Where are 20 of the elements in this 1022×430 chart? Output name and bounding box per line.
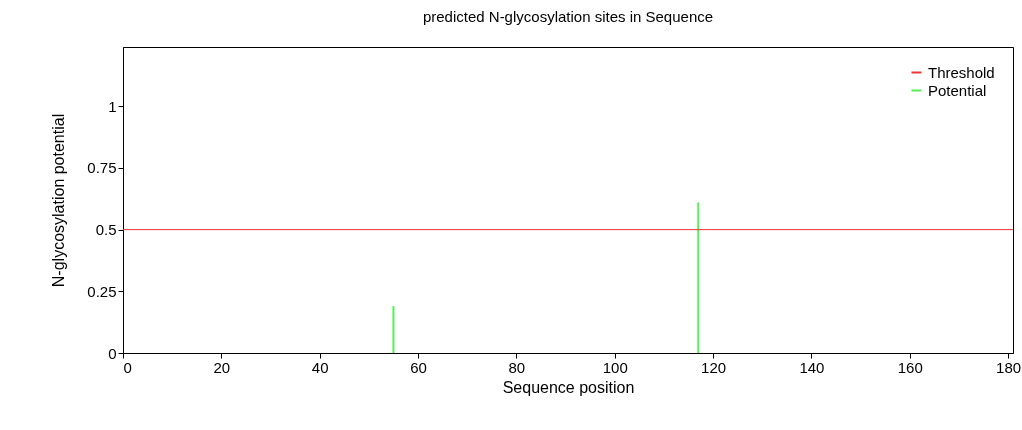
y-tick-label: 0.75 bbox=[87, 159, 117, 177]
x-tick-label: 120 bbox=[701, 358, 727, 376]
x-tick-label: 180 bbox=[996, 358, 1022, 376]
x-tick-label: 160 bbox=[897, 358, 923, 376]
x-tick-label: 140 bbox=[799, 358, 825, 376]
x-tick-label: 20 bbox=[213, 358, 231, 376]
x-axis-title: Sequence position bbox=[502, 378, 635, 396]
chart-title: predicted N-glycosylation sites in Sequence bbox=[422, 8, 714, 25]
y-tick-label: 0.25 bbox=[87, 282, 117, 300]
x-tick-label: 80 bbox=[508, 358, 526, 376]
y-tick-label: 0.5 bbox=[95, 221, 117, 239]
x-tick-label: 0 bbox=[123, 358, 132, 376]
y-axis-title: N-glycosylation potential bbox=[50, 113, 68, 288]
legend-label: Potential bbox=[928, 81, 987, 99]
y-tick-label: 0 bbox=[108, 344, 117, 362]
y-tick-label: 1 bbox=[108, 97, 117, 115]
x-tick-label: 40 bbox=[311, 358, 329, 376]
x-tick-label: 100 bbox=[602, 358, 628, 376]
x-tick-label: 60 bbox=[410, 358, 427, 376]
legend-label: Threshold bbox=[928, 63, 995, 81]
